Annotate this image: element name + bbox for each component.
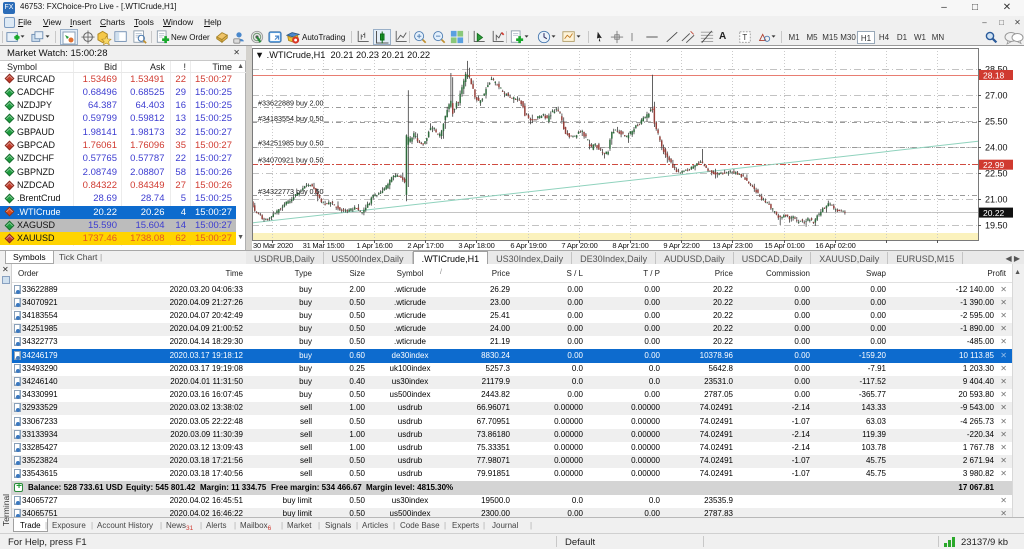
svg-text:22.99: 22.99 <box>983 160 1005 170</box>
svg-text:28.50: 28.50 <box>985 65 1008 75</box>
svg-text:3 Apr 18:00: 3 Apr 18:00 <box>458 241 494 250</box>
svg-text:1 Apr 16:00: 1 Apr 16:00 <box>356 241 392 250</box>
svg-text:22.50: 22.50 <box>985 169 1008 179</box>
svg-text:28.18: 28.18 <box>983 71 1005 81</box>
svg-text:#34251985 buy 0.50: #34251985 buy 0.50 <box>258 138 324 147</box>
svg-text:16 Apr 02:00: 16 Apr 02:00 <box>815 241 855 250</box>
svg-text:8 Apr 21:00: 8 Apr 21:00 <box>612 241 648 250</box>
svg-text:6 Apr 19:00: 6 Apr 19:00 <box>510 241 546 250</box>
svg-text:2 Apr 17:00: 2 Apr 17:00 <box>407 241 443 250</box>
svg-text:15 Apr 01:00: 15 Apr 01:00 <box>764 241 804 250</box>
svg-text:#34070921 buy 0.50: #34070921 buy 0.50 <box>258 156 324 165</box>
svg-text:9 Apr 22:00: 9 Apr 22:00 <box>663 241 699 250</box>
svg-text:20.22: 20.22 <box>983 208 1005 218</box>
svg-text:7 Apr 20:00: 7 Apr 20:00 <box>561 241 597 250</box>
svg-text:27.00: 27.00 <box>985 91 1008 101</box>
svg-text:24.00: 24.00 <box>985 143 1008 153</box>
svg-text:25.50: 25.50 <box>985 117 1008 127</box>
svg-text:#34322773 buy 0.50: #34322773 buy 0.50 <box>258 187 324 196</box>
svg-text:13 Apr 23:00: 13 Apr 23:00 <box>712 241 752 250</box>
svg-text:31 Mar 15:00: 31 Mar 15:00 <box>303 241 345 250</box>
svg-text:T: T <box>742 33 747 42</box>
svg-text:▼ .WTICrude,H1 20.21 20.23 20: ▼ .WTICrude,H1 20.21 20.23 20.21 20.22 <box>255 50 430 60</box>
svg-text:30 Mar 2020: 30 Mar 2020 <box>253 241 293 250</box>
svg-text:21.00: 21.00 <box>985 195 1008 205</box>
svg-text:#34183554 buy 0.50: #34183554 buy 0.50 <box>258 114 324 123</box>
svg-text:#33622889 buy 2.00: #33622889 buy 2.00 <box>258 99 324 108</box>
svg-text:19.50: 19.50 <box>985 221 1008 231</box>
